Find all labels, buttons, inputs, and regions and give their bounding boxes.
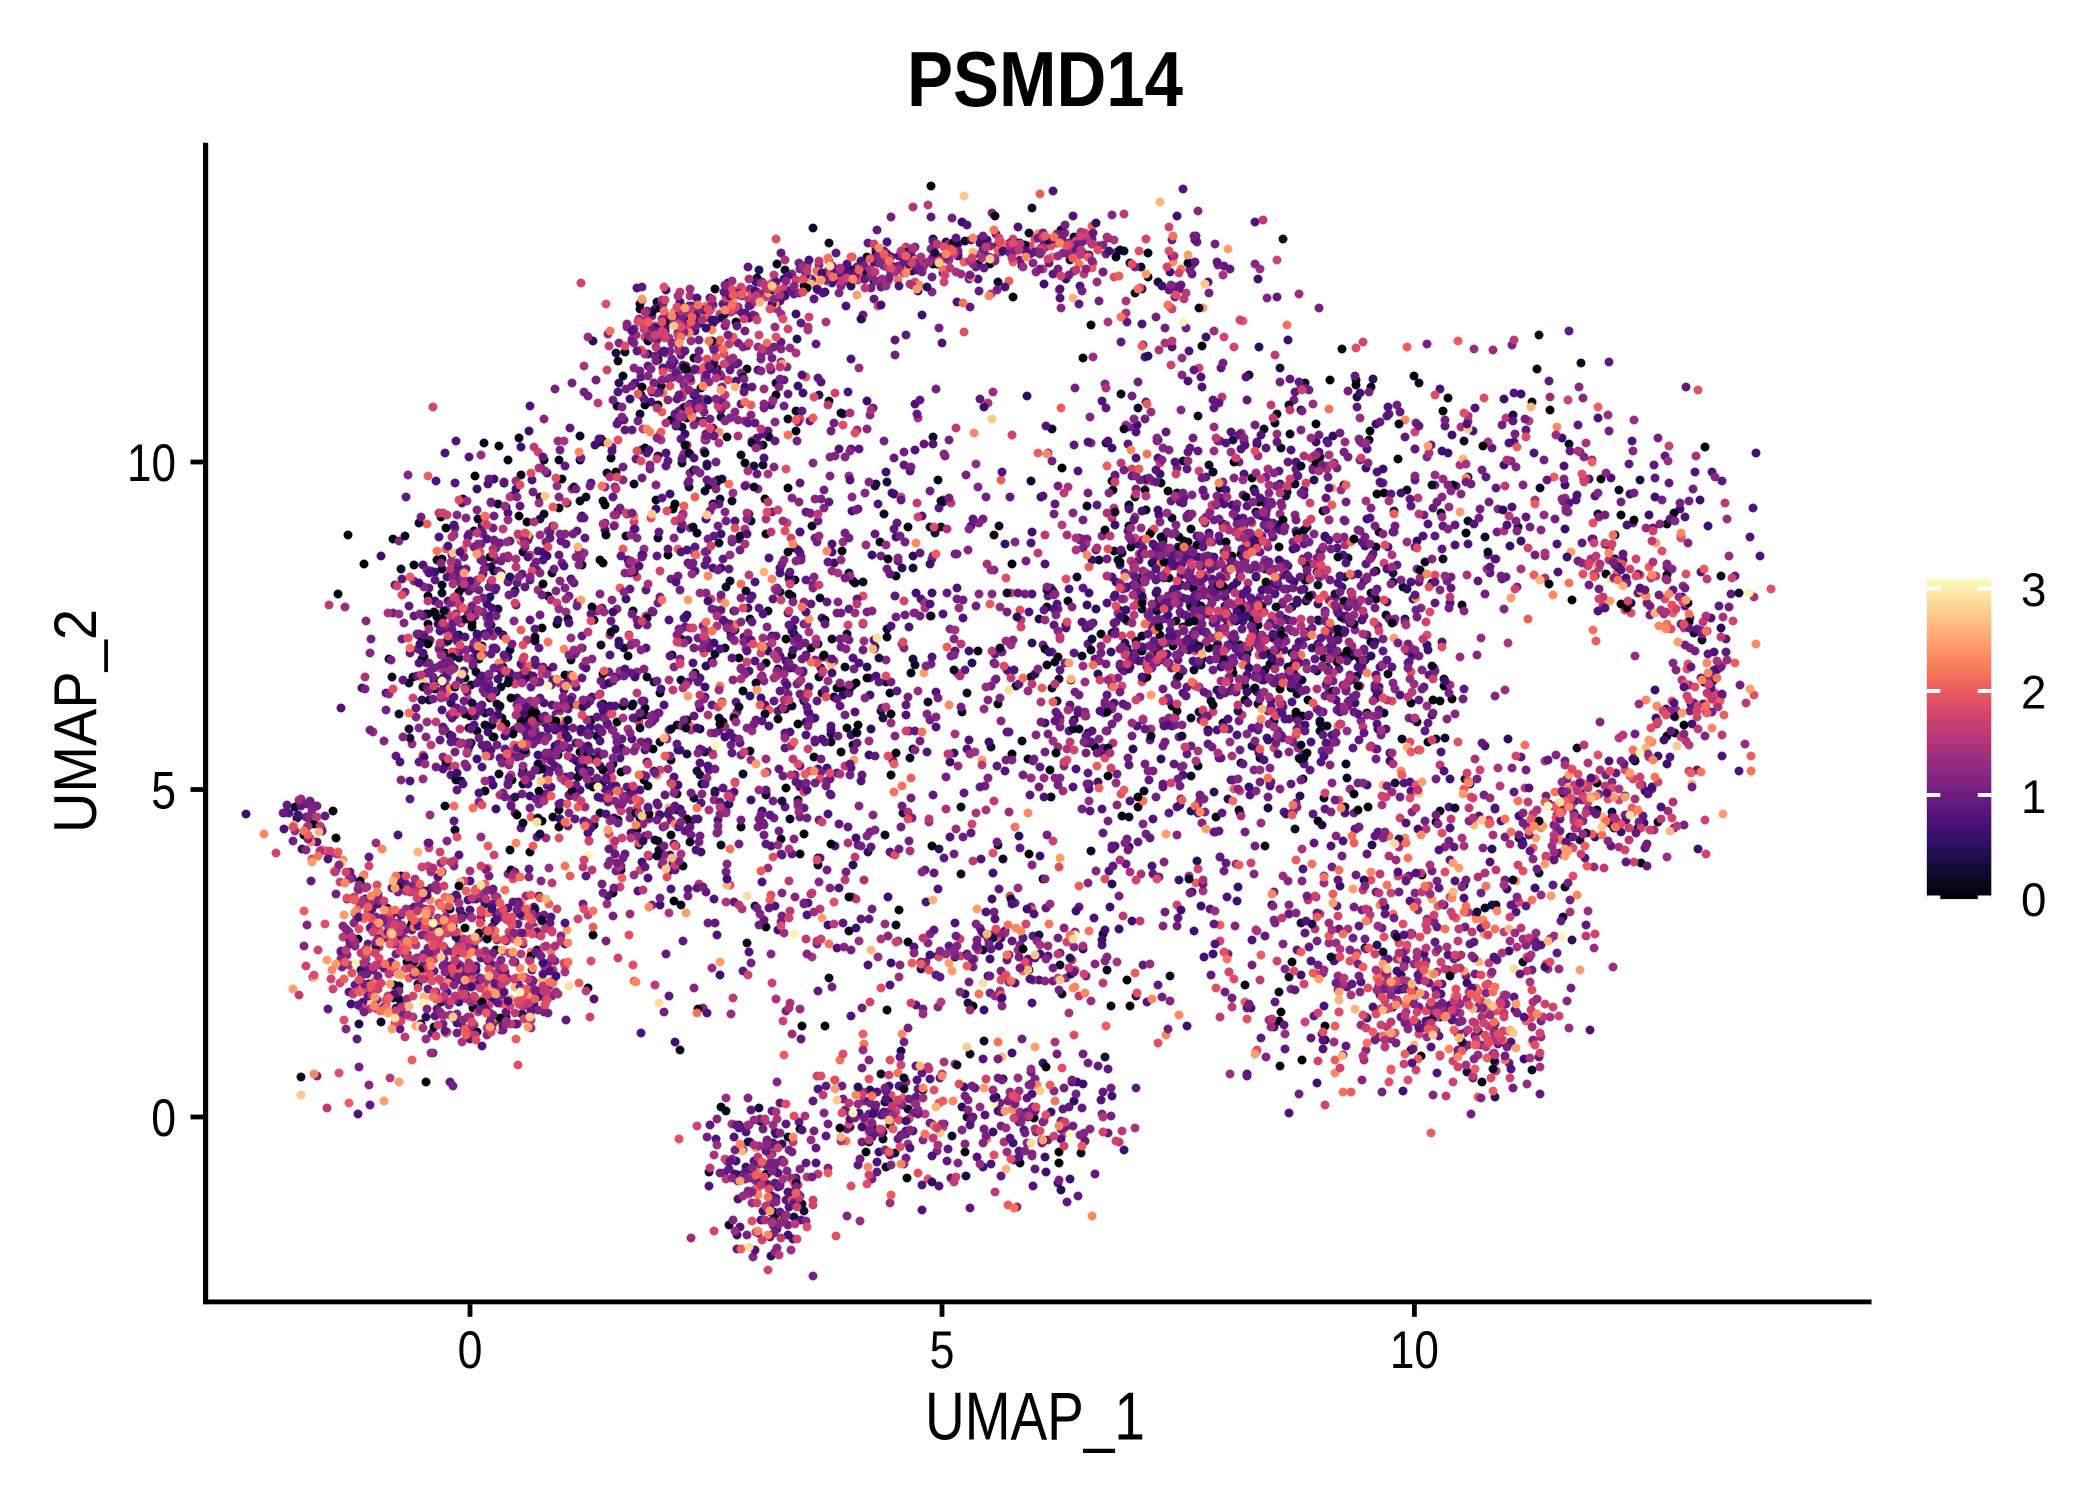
svg-text:0: 0	[2021, 873, 2046, 926]
svg-text:0: 0	[151, 1089, 176, 1148]
svg-text:10: 10	[1390, 1321, 1439, 1380]
svg-text:3: 3	[2021, 563, 2046, 616]
svg-text:5: 5	[930, 1321, 955, 1380]
svg-text:2: 2	[2021, 666, 2046, 719]
svg-text:UMAP_2: UMAP_2	[42, 609, 109, 833]
svg-text:PSMD14: PSMD14	[907, 35, 1183, 123]
svg-text:UMAP_1: UMAP_1	[925, 1378, 1145, 1454]
svg-text:0: 0	[458, 1321, 483, 1380]
svg-text:1: 1	[2021, 770, 2046, 823]
svg-text:5: 5	[151, 762, 176, 821]
svg-text:10: 10	[127, 434, 176, 493]
